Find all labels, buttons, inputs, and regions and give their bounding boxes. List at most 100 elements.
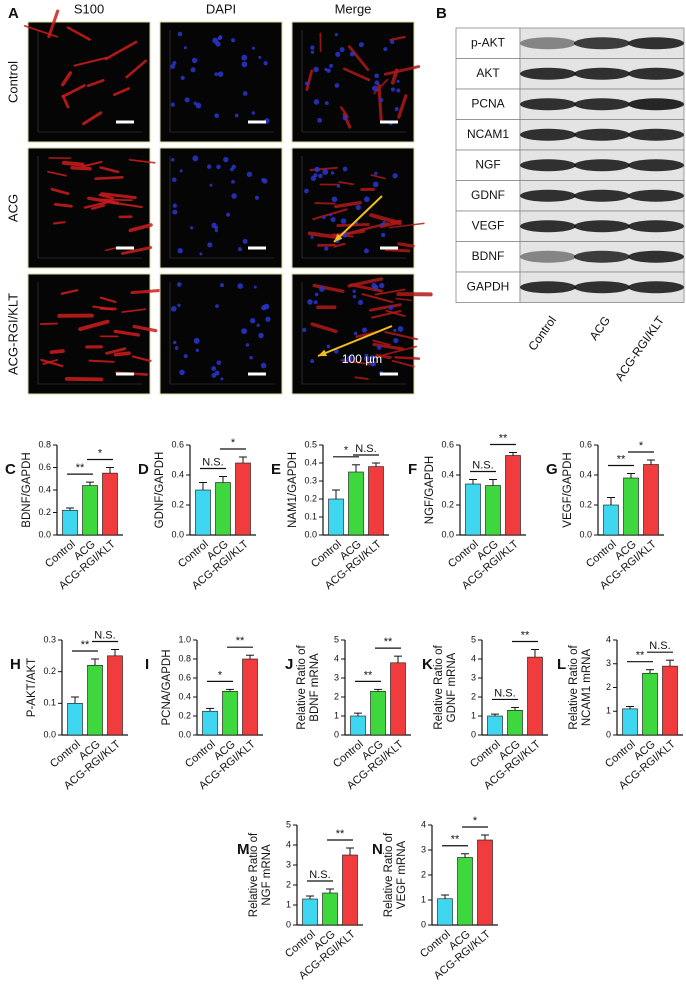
nucleus: [253, 285, 257, 289]
nucleus: [342, 115, 348, 121]
panel-label: M: [237, 841, 250, 858]
micrograph: [159, 21, 283, 143]
y-tick-label: 3: [606, 658, 611, 668]
fiber: [88, 359, 115, 363]
y-tick-label: 4: [286, 839, 291, 849]
y-tick-label: 0.0: [178, 729, 191, 739]
fiber: [113, 329, 141, 337]
nucleus: [383, 47, 388, 52]
nucleus: [177, 303, 181, 308]
y-tick-label: 2: [286, 879, 291, 889]
y-tick-label: 2: [421, 869, 426, 879]
fiber: [305, 69, 314, 92]
fiber: [385, 309, 406, 317]
bar: [485, 485, 501, 536]
y-tick-label: 0.6: [441, 439, 454, 449]
nucleus: [374, 80, 380, 85]
fiber: [397, 242, 415, 248]
fiber: [132, 324, 158, 333]
bar: [107, 655, 123, 736]
nucleus: [317, 117, 323, 123]
band: [574, 250, 630, 263]
nucleus: [191, 57, 198, 64]
nucleus: [223, 156, 229, 163]
y-tick-label: 0.2: [304, 493, 317, 503]
significance-label: N.S.: [494, 687, 515, 699]
nucleus: [394, 106, 399, 112]
nucleus: [174, 346, 179, 350]
y-tick-label: 0.8: [38, 439, 51, 449]
nucleus: [307, 299, 313, 305]
bar: [457, 857, 473, 926]
band: [628, 220, 684, 233]
band: [520, 189, 576, 202]
band: [574, 128, 630, 141]
nucleus: [226, 212, 231, 217]
fiber: [333, 242, 346, 248]
nucleus: [262, 178, 268, 184]
band: [628, 37, 684, 50]
y-tick-label: 0.4: [304, 457, 317, 467]
y-tick-label: 0.1: [304, 511, 317, 521]
micrograph: [27, 147, 151, 269]
nucleus: [314, 166, 320, 173]
y-tick-label: 0.4: [171, 469, 184, 479]
fiber: [61, 94, 70, 109]
fiber: [339, 106, 349, 118]
significance-label: **: [81, 639, 90, 651]
nucleus: [195, 348, 199, 352]
nucleus: [215, 41, 221, 47]
fiber: [23, 24, 59, 38]
label-box: [455, 180, 521, 212]
nucleus: [171, 177, 177, 183]
fiber: [375, 353, 392, 360]
nucleus: [217, 71, 224, 77]
fiber: [132, 355, 152, 363]
y-tick-label: 0.3: [304, 475, 317, 485]
bar: [527, 656, 543, 736]
band: [628, 67, 684, 80]
nucleus: [373, 285, 379, 290]
nucleus: [380, 222, 384, 227]
nucleus: [313, 173, 318, 178]
nucleus: [206, 164, 212, 169]
nucleus: [251, 46, 255, 50]
y-axis-label: PCNA/GAPDH: [161, 649, 173, 725]
panel-label: G: [546, 461, 558, 478]
nucleus: [261, 305, 267, 311]
fiber: [121, 246, 153, 255]
nucleus: [313, 300, 318, 305]
y-tick-label: 4: [421, 819, 426, 829]
fiber: [130, 288, 165, 295]
nucleus: [231, 38, 236, 43]
y-tick-label: 0.1: [43, 698, 56, 708]
nucleus: [265, 316, 271, 322]
y-tick-label: 0.0: [441, 529, 454, 539]
band: [520, 220, 576, 233]
label-box: [455, 119, 521, 151]
band: [628, 281, 684, 294]
fiber: [53, 202, 73, 208]
lane-label: ACG: [587, 314, 613, 343]
fiber: [61, 160, 85, 167]
fiber: [52, 221, 66, 225]
y-axis-label: Relative Ratio of: [383, 832, 395, 917]
y-tick-label: 0.2: [441, 499, 454, 509]
nucleus: [179, 369, 185, 376]
nucleus: [211, 373, 217, 378]
nucleus: [339, 47, 345, 53]
nucleus: [335, 51, 341, 57]
bar: [195, 489, 211, 536]
lane-label: ACG-RGI/KLT: [612, 313, 667, 384]
nucleus: [372, 181, 379, 188]
y-tick-label: 1: [471, 710, 476, 720]
bar: [390, 662, 406, 736]
fiber: [128, 159, 156, 164]
fiber: [73, 56, 108, 67]
significance-label: **: [236, 635, 245, 647]
panel-label: H: [10, 656, 21, 673]
nucleus: [318, 173, 323, 179]
nucleus: [376, 345, 382, 350]
nucleus: [242, 238, 248, 244]
nucleus: [193, 337, 200, 344]
